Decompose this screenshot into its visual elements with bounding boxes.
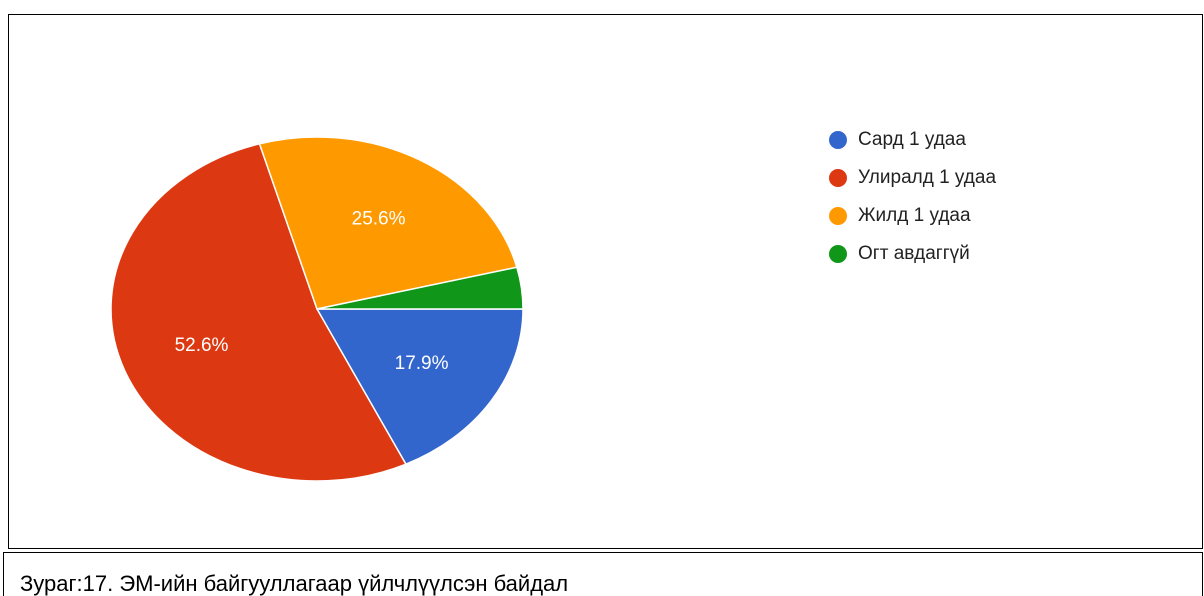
legend-label: Сард 1 удаа (858, 129, 966, 150)
slice-label: 17.9% (395, 353, 449, 374)
slice-label: 25.6% (352, 209, 406, 230)
legend-marker (829, 131, 847, 149)
pie-slice (258, 136, 518, 310)
legend-marker (829, 245, 847, 263)
legend-label: Огт авдаггүй (858, 243, 970, 264)
slice-label: 52.6% (175, 335, 229, 356)
legend-label: Улиралд 1 удаа (858, 167, 996, 188)
legend-marker (829, 207, 847, 225)
legend-marker (829, 169, 847, 187)
pie-slice (315, 308, 524, 466)
pie-slice (316, 266, 524, 310)
legend-label: Жилд 1 удаа (858, 205, 971, 226)
pie-slice (110, 142, 407, 482)
caption: Зураг:17. ЭМ-ийн байгууллагаар үйлчлүүлс… (20, 571, 568, 596)
caption-frame (3, 552, 1203, 596)
